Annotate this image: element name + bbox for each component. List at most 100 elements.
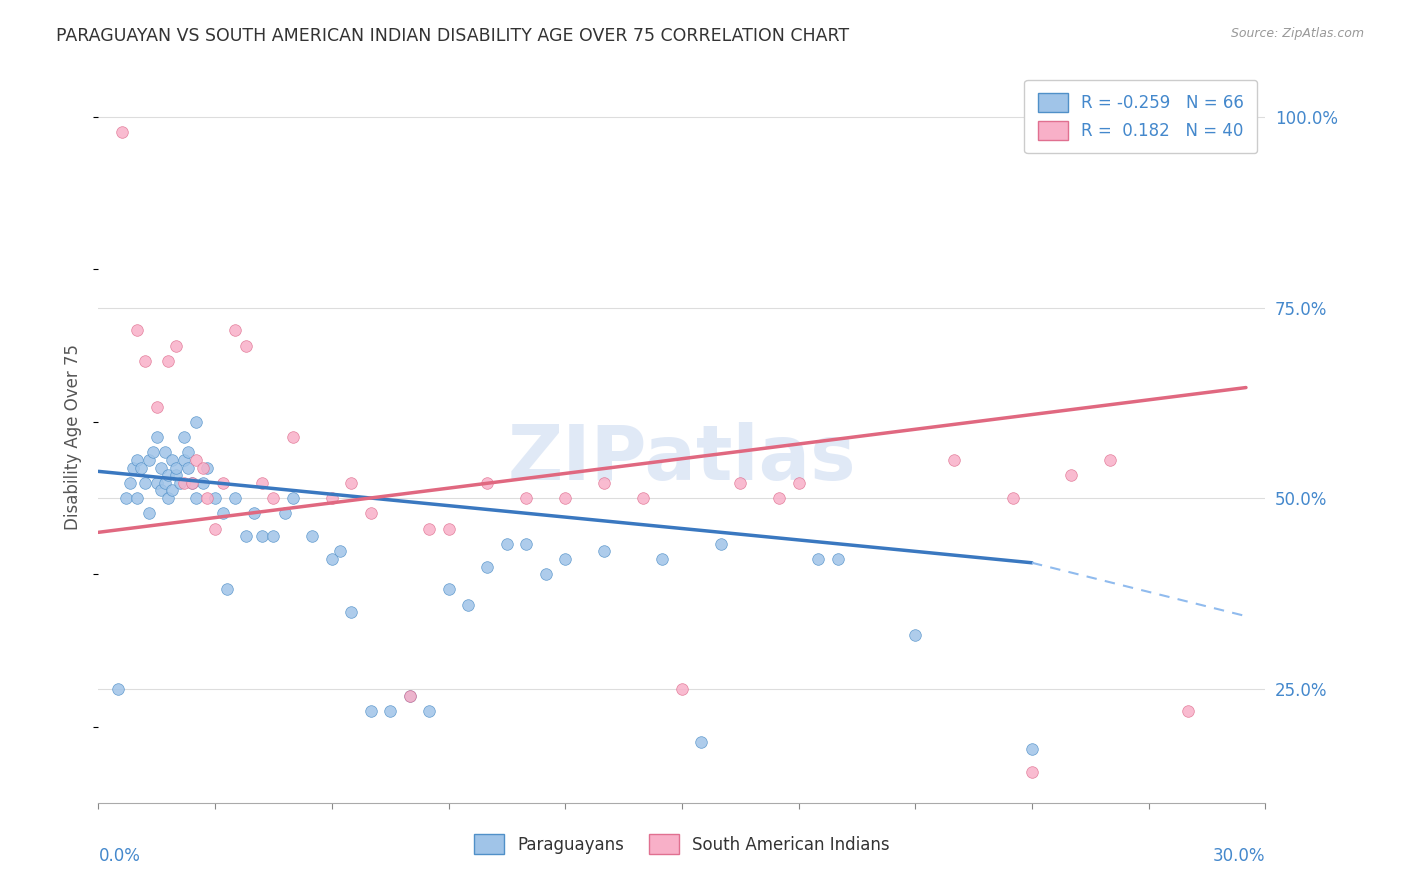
Point [107,681,129,696]
Point [1060,468,1083,483]
Point [235,339,257,353]
Point [418,705,440,719]
Point [193,475,215,490]
Point [554,552,576,566]
Point [329,544,352,558]
Point [173,430,195,444]
Point [904,628,927,642]
Text: Source: ZipAtlas.com: Source: ZipAtlas.com [1230,27,1364,40]
Point [340,605,363,619]
Point [554,491,576,505]
Point [340,475,363,490]
Point [398,689,420,703]
Point [215,582,238,597]
Text: PARAGUAYAN VS SOUTH AMERICAN INDIAN DISABILITY AGE OVER 75 CORRELATION CHART: PARAGUAYAN VS SOUTH AMERICAN INDIAN DISA… [56,27,849,45]
Point [127,491,149,505]
Point [114,491,136,505]
Point [301,529,323,543]
Point [281,491,304,505]
Point [1098,453,1121,467]
Point [515,537,537,551]
Point [1177,705,1199,719]
Point [195,491,218,505]
Point [127,453,149,467]
Point [177,460,200,475]
Point [534,567,557,582]
Point [157,354,180,368]
Point [193,460,215,475]
Point [162,483,184,498]
Point [418,521,440,535]
Point [204,491,226,505]
Point [212,506,235,520]
Point [1021,742,1043,756]
Point [477,475,499,490]
Point [457,598,479,612]
Point [212,475,235,490]
Point [138,453,160,467]
Point [250,475,273,490]
Point [807,552,830,566]
Point [515,491,537,505]
Point [195,460,218,475]
Legend: R = -0.259   N = 66, R =  0.182   N = 40: R = -0.259 N = 66, R = 0.182 N = 40 [1024,79,1257,153]
Point [262,529,284,543]
Point [321,552,343,566]
Point [250,529,273,543]
Point [118,475,141,490]
Point [111,125,134,139]
Point [710,537,733,551]
Point [243,506,266,520]
Point [122,460,145,475]
Point [631,491,654,505]
Point [593,544,616,558]
Point [146,475,169,490]
Point [204,521,226,535]
Point [235,529,257,543]
Point [787,475,810,490]
Point [142,445,165,459]
Point [1234,118,1257,132]
Point [177,445,200,459]
Text: 30.0%: 30.0% [1213,847,1265,865]
Point [943,453,966,467]
Point [398,689,420,703]
Point [127,323,149,337]
Point [827,552,849,566]
Point [180,475,202,490]
Point [180,475,202,490]
Point [477,559,499,574]
Point [224,323,246,337]
Point [134,475,156,490]
Point [262,491,284,505]
Text: 0.0%: 0.0% [98,847,141,865]
Point [184,491,207,505]
Point [690,735,713,749]
Point [437,521,460,535]
Point [165,460,187,475]
Point [146,430,169,444]
Point [162,453,184,467]
Point [149,483,172,498]
Point [437,582,460,597]
Point [768,491,790,505]
Point [224,491,246,505]
Point [165,339,187,353]
Point [360,506,382,520]
Point [146,400,169,414]
Point [169,475,191,490]
Text: ZIPatlas: ZIPatlas [508,422,856,496]
Point [153,475,176,490]
Point [134,354,156,368]
Point [651,552,673,566]
Point [173,453,195,467]
Point [730,475,752,490]
Point [1001,491,1024,505]
Point [184,453,207,467]
Point [138,506,160,520]
Point [495,537,517,551]
Point [360,705,382,719]
Point [593,475,616,490]
Point [274,506,297,520]
Point [321,491,343,505]
